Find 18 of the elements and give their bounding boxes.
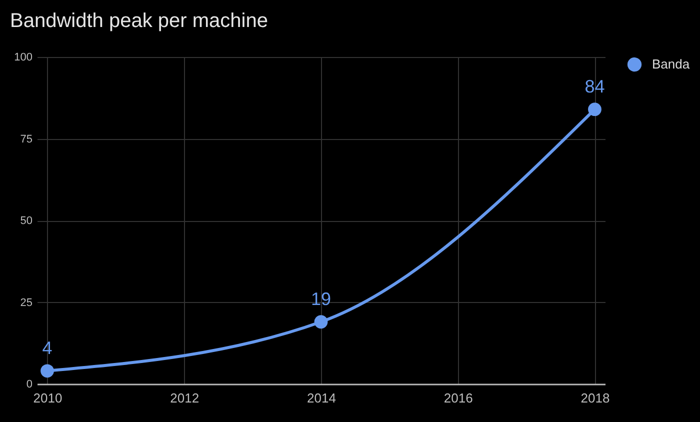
y-tick-label: 100 — [14, 52, 32, 64]
x-tick-label: 2010 — [33, 390, 62, 406]
y-tick-label: 25 — [20, 296, 32, 309]
point — [40, 364, 54, 378]
y-tick-label: 50 — [20, 215, 32, 227]
legend-label: Banda — [652, 56, 690, 72]
data-label: 84 — [584, 76, 605, 96]
data-label: 19 — [310, 288, 332, 309]
y-tick-label: 0 — [26, 378, 32, 390]
y-tick-label: 75 — [20, 133, 32, 146]
x-tick-label: 2018 — [580, 390, 610, 406]
x-tick-label: 2014 — [307, 390, 336, 406]
data-label: 4 — [42, 338, 52, 358]
point — [314, 315, 328, 329]
point — [588, 102, 602, 116]
chart-title: Bandwidth peak per machine — [10, 10, 268, 32]
x-tick-label: 2016 — [444, 390, 473, 406]
x-tick-label: 2012 — [170, 390, 200, 406]
